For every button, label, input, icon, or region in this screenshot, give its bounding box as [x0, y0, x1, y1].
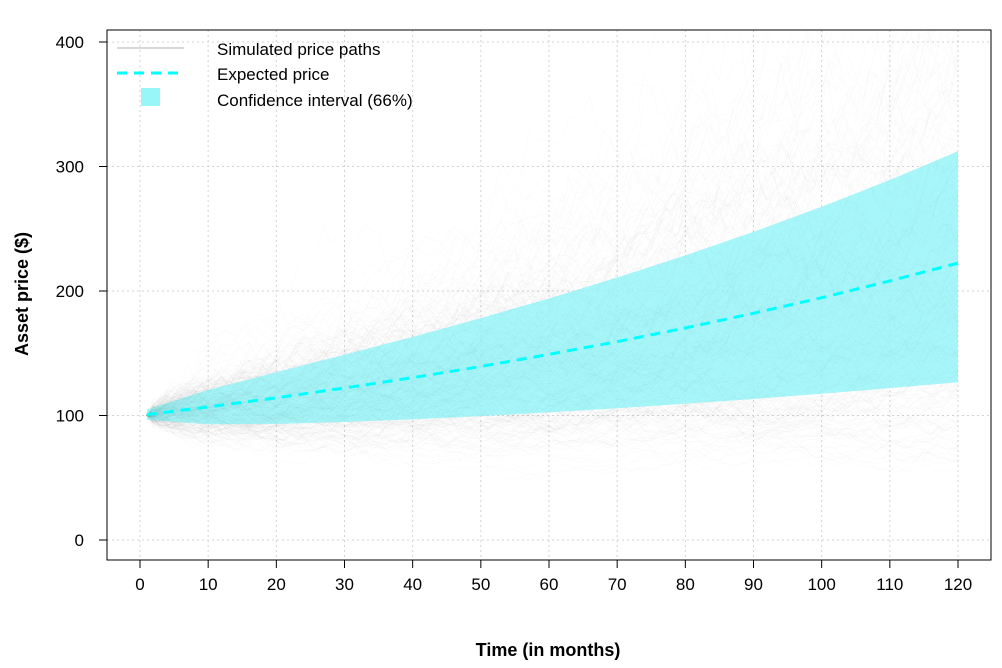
expected-price-line: [146, 261, 959, 417]
axes: 0 10 20 30 40 50 60 70 80 90 100 110 120 0 100 200 300 40…: [56, 33, 973, 594]
legend-expected-label: Expected price: [217, 65, 329, 84]
y-tick-label: 200: [56, 282, 84, 301]
x-axis-label: Time (in months): [476, 640, 621, 660]
x-tick-label: 30: [335, 575, 354, 594]
x-tick-label: 110: [876, 575, 903, 594]
x-tick-label: 80: [676, 575, 695, 594]
y-tick-label: 400: [56, 33, 84, 52]
confidence-interval: [146, 151, 959, 425]
x-tick-label: 20: [267, 575, 286, 594]
x-tick-label: 60: [540, 575, 559, 594]
legend-ci-label: Confidence interval (66%): [217, 91, 413, 110]
x-tick-label: 10: [199, 575, 218, 594]
x-tick-label: 40: [403, 575, 422, 594]
legend-paths-label: Simulated price paths: [217, 40, 380, 59]
y-axis-label: Asset price ($): [12, 232, 32, 356]
legend-ci-swatch: [141, 88, 160, 106]
x-tick-label: 100: [807, 575, 835, 594]
expected-price-series: [146, 261, 959, 417]
y-tick-label: 100: [56, 407, 84, 426]
legend: Simulated price paths Expected price Con…: [117, 40, 413, 110]
y-tick-label: 0: [75, 531, 84, 550]
x-tick-label: 120: [944, 575, 972, 594]
x-tick-label: 70: [608, 575, 627, 594]
y-tick-label: 300: [56, 158, 84, 177]
x-tick-label: 90: [744, 575, 763, 594]
x-tick-label: 0: [135, 575, 144, 594]
confidence-band: [146, 151, 959, 425]
x-tick-label: 50: [471, 575, 490, 594]
